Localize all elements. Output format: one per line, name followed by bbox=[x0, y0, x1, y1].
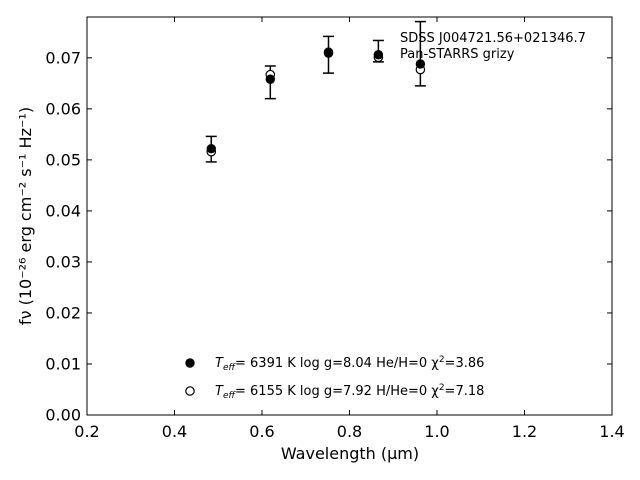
y-tick-label: 0.05 bbox=[45, 150, 81, 169]
legend: Teff= 6391 K log g=8.04 He/H=0 χ2=3.86 T… bbox=[185, 355, 484, 401]
data-point-filled bbox=[206, 143, 216, 154]
x-tick-label: 0.4 bbox=[162, 422, 187, 441]
annotation-survey: Pan-STARRS grizy bbox=[400, 47, 515, 62]
y-tick-label: 0.06 bbox=[45, 99, 81, 118]
data-point-filled bbox=[373, 50, 384, 60]
data-point-filled bbox=[323, 48, 334, 58]
x-tick-label: 1.2 bbox=[512, 422, 537, 441]
y-tick-label: 0.00 bbox=[45, 406, 81, 425]
x-tick-label: 0.2 bbox=[74, 422, 99, 441]
x-tick-label: 1.4 bbox=[599, 422, 624, 441]
y-tick-label: 0.01 bbox=[45, 354, 81, 373]
y-tick-label: 0.07 bbox=[45, 48, 81, 67]
x-tick-label: 0.8 bbox=[337, 422, 362, 441]
annotation-object-name: SDSS J004721.56+021346.7 bbox=[400, 31, 586, 46]
y-tick-label: 0.04 bbox=[45, 201, 81, 220]
y-axis-label: fν (10⁻²⁶ erg cm⁻² s⁻¹ Hz⁻¹) bbox=[16, 107, 35, 325]
x-tick-label: 0.6 bbox=[249, 422, 274, 441]
legend-label-1: Teff= 6391 K log g=8.04 He/H=0 χ2=3.86 bbox=[215, 355, 484, 373]
tick-marks bbox=[86, 17, 613, 416]
data-point-filled bbox=[415, 59, 426, 69]
annotation: SDSS J004721.56+021346.7 Pan-STARRS griz… bbox=[400, 31, 586, 62]
data-point-filled bbox=[265, 74, 276, 84]
x-tick-label: 1.0 bbox=[424, 422, 449, 441]
tick-labels: 0.2 0.4 0.6 0.8 1.0 1.2 1.4 0.00 0.01 0.02 0.03 0.0… bbox=[45, 48, 624, 441]
x-axis-label: Wavelength (μm) bbox=[281, 444, 419, 463]
legend-marker-filled bbox=[185, 358, 195, 368]
y-tick-label: 0.03 bbox=[45, 252, 81, 271]
legend-marker-open bbox=[185, 386, 195, 396]
data-marks bbox=[205, 20, 426, 163]
legend-label-2: Teff= 6155 K log g=7.92 H/He=0 χ2=7.18 bbox=[215, 383, 484, 401]
y-tick-label: 0.02 bbox=[45, 303, 81, 322]
